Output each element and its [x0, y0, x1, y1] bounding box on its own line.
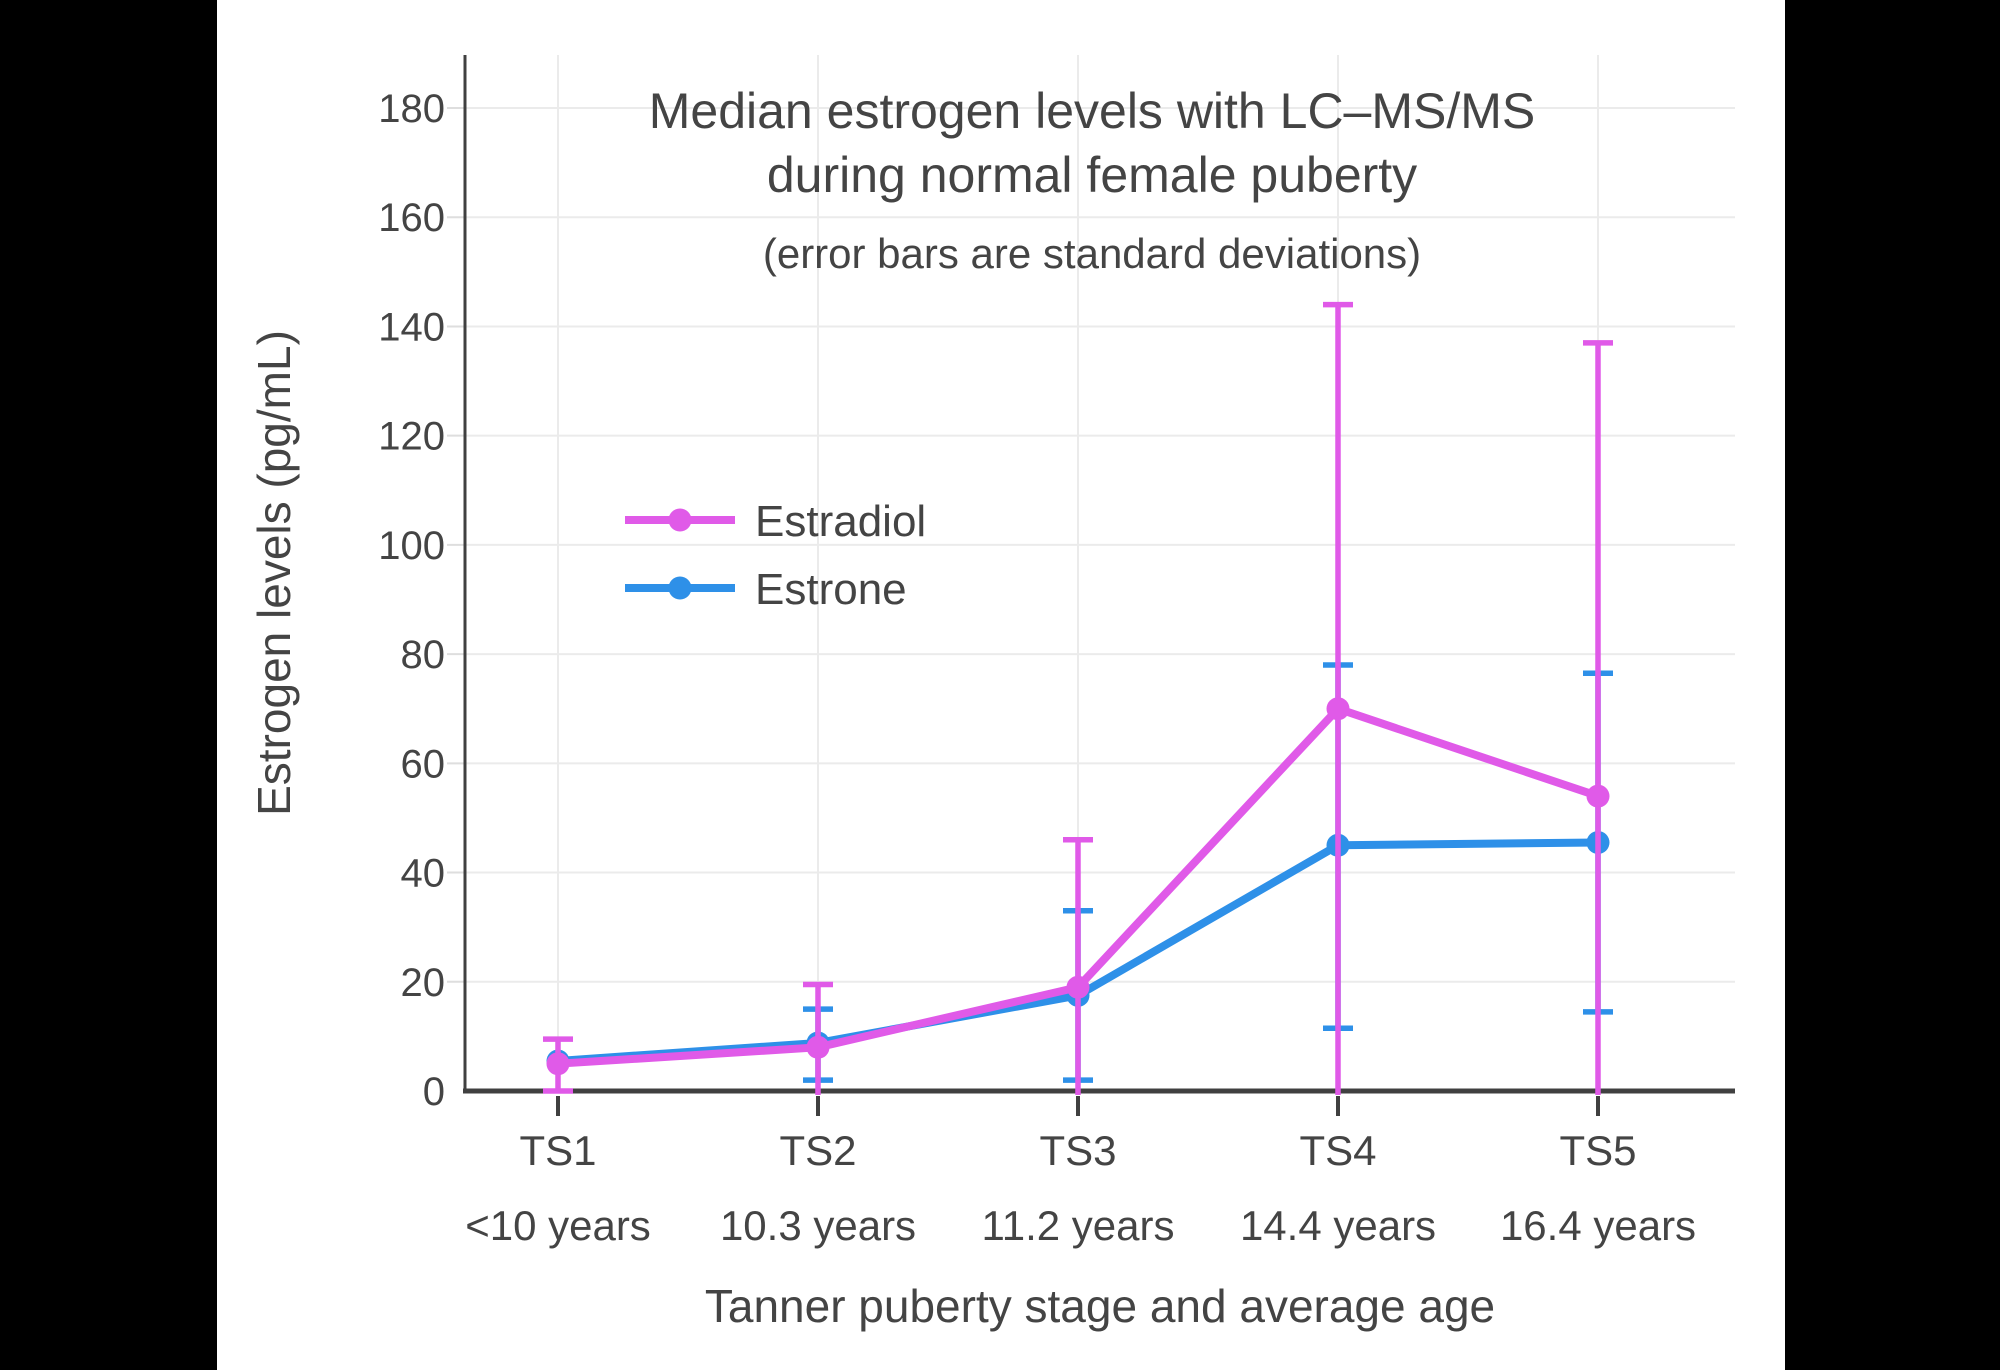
ytick-label-40: 40: [401, 852, 446, 896]
right-black-bar: [1785, 0, 2000, 1370]
category-label-TS4: TS4: [1299, 1127, 1376, 1174]
ytick-label-0: 0: [423, 1070, 445, 1114]
ytick-label-20: 20: [401, 961, 446, 1005]
ytick-label-80: 80: [401, 633, 446, 677]
chart-title-line1: Median estrogen levels with LC–MS/MS: [649, 83, 1536, 139]
legend-item-estrone: Estrone: [625, 565, 907, 614]
chart-canvas: 0 20 40 60 80 100 120 140 160 180 TS1 <10 years TS2…: [217, 0, 1785, 1370]
legend: Estradiol Estrone: [625, 497, 926, 614]
x-tick-layer: TS1 <10 years TS2 10.3 years TS3 11.2 years TS…: [465, 1096, 1696, 1249]
left-black-bar: [0, 0, 217, 1370]
legend-marker-sample: [668, 508, 692, 532]
grid-layer: [447, 55, 1735, 1091]
estrogen-levels-chart: 0 20 40 60 80 100 120 140 160 180 TS1 <10 years TS2…: [248, 55, 1735, 1332]
category-label-TS5: TS5: [1559, 1127, 1636, 1174]
chart-title-line2: during normal female puberty: [767, 147, 1417, 203]
series-estradiol: [543, 301, 1613, 1095]
error-bar-estradiol-TS3: [1063, 837, 1093, 1095]
legend-marker-sample: [668, 576, 692, 600]
age-label-TS3: 11.2 years: [982, 1202, 1175, 1249]
age-label-TS4: 14.4 years: [1240, 1202, 1436, 1249]
legend-item-estradiol: Estradiol: [625, 497, 926, 546]
estradiol-marker-TS1: [546, 1052, 570, 1076]
chart-subtitle: (error bars are standard deviations): [763, 230, 1421, 277]
ytick-label-140: 140: [378, 305, 445, 349]
ytick-label-160: 160: [378, 196, 445, 240]
category-label-TS1: TS1: [519, 1127, 596, 1174]
series-layer: [543, 301, 1613, 1095]
ytick-label-180: 180: [378, 87, 445, 131]
ytick-label-60: 60: [401, 742, 446, 786]
age-label-TS2: 10.3 years: [720, 1202, 916, 1249]
estradiol-marker-TS5: [1586, 784, 1610, 808]
estradiol-marker-TS2: [806, 1035, 830, 1059]
y-tick-layer: 0 20 40 60 80 100 120 140 160 180: [378, 87, 445, 1114]
age-label-TS5: 16.4 years: [1500, 1202, 1696, 1249]
x-axis-title: Tanner puberty stage and average age: [705, 1280, 1495, 1332]
error-bar-estradiol-TS5: [1583, 340, 1613, 1095]
ytick-label-100: 100: [378, 524, 445, 568]
ytick-label-120: 120: [378, 415, 445, 459]
category-label-TS2: TS2: [779, 1127, 856, 1174]
age-label-TS1: <10 years: [465, 1202, 651, 1249]
legend-label-estradiol: Estradiol: [755, 497, 926, 546]
category-label-TS3: TS3: [1039, 1127, 1116, 1174]
y-axis-title: Estrogen levels (pg/mL): [248, 330, 300, 816]
estradiol-marker-TS4: [1326, 697, 1350, 721]
legend-label-estrone: Estrone: [755, 565, 907, 614]
estradiol-marker-TS3: [1066, 975, 1090, 999]
